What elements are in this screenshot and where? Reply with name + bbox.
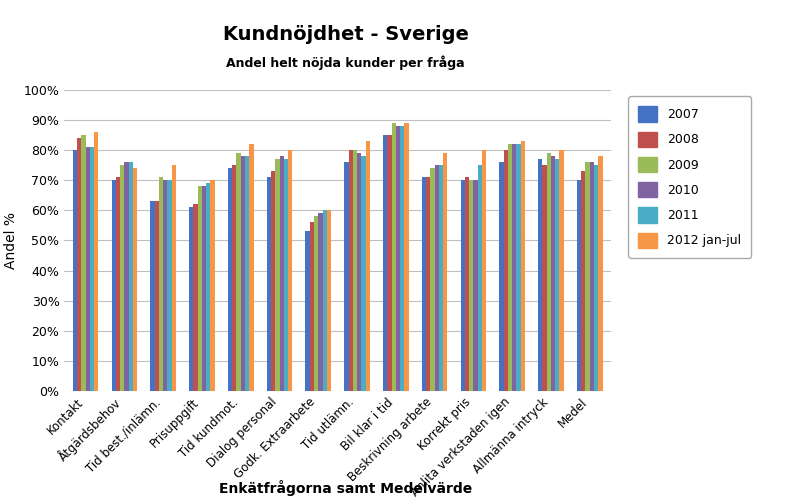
Legend: 2007, 2008, 2009, 2010, 2011, 2012 jan-jul: 2007, 2008, 2009, 2010, 2011, 2012 jan-j… bbox=[627, 96, 750, 258]
Bar bbox=[577, 180, 581, 391]
Bar bbox=[426, 177, 430, 391]
Bar bbox=[249, 144, 253, 391]
Bar bbox=[434, 165, 438, 391]
Bar bbox=[438, 165, 442, 391]
Bar bbox=[202, 186, 206, 391]
Bar bbox=[559, 150, 563, 391]
Bar bbox=[206, 183, 210, 391]
Bar bbox=[236, 153, 240, 391]
Bar bbox=[481, 150, 486, 391]
Bar bbox=[172, 165, 176, 391]
Bar bbox=[326, 210, 331, 391]
Bar bbox=[464, 177, 468, 391]
Bar bbox=[344, 162, 349, 391]
Bar bbox=[267, 177, 271, 391]
Text: Enkätfrågorna samt Medelvärde: Enkätfrågorna samt Medelvärde bbox=[219, 480, 471, 496]
Bar bbox=[520, 141, 524, 391]
Bar bbox=[245, 156, 249, 391]
Bar bbox=[305, 231, 309, 391]
Bar bbox=[546, 153, 550, 391]
Bar bbox=[116, 177, 120, 391]
Bar bbox=[581, 171, 585, 391]
Bar bbox=[73, 150, 77, 391]
Bar bbox=[150, 201, 154, 391]
Bar bbox=[314, 216, 318, 391]
Bar bbox=[382, 135, 387, 391]
Bar bbox=[357, 153, 361, 391]
Bar bbox=[516, 144, 520, 391]
Bar bbox=[555, 159, 559, 391]
Bar bbox=[279, 156, 283, 391]
Bar bbox=[228, 168, 232, 391]
Bar bbox=[90, 147, 94, 391]
Bar bbox=[499, 162, 503, 391]
Bar bbox=[81, 135, 86, 391]
Bar bbox=[507, 144, 512, 391]
Bar bbox=[400, 126, 404, 391]
Bar bbox=[275, 159, 279, 391]
Bar bbox=[163, 180, 167, 391]
Bar bbox=[309, 222, 314, 391]
Bar bbox=[365, 141, 369, 391]
Text: Kundnöjdhet - Sverige: Kundnöjdhet - Sverige bbox=[222, 25, 468, 44]
Bar bbox=[132, 168, 137, 391]
Bar bbox=[94, 132, 98, 391]
Bar bbox=[128, 162, 132, 391]
Bar bbox=[77, 138, 81, 391]
Bar bbox=[154, 201, 159, 391]
Bar bbox=[361, 156, 365, 391]
Bar bbox=[404, 123, 408, 391]
Bar bbox=[353, 150, 357, 391]
Bar bbox=[422, 177, 426, 391]
Bar bbox=[597, 156, 601, 391]
Bar bbox=[159, 177, 163, 391]
Y-axis label: Andel %: Andel % bbox=[4, 212, 18, 269]
Bar bbox=[112, 180, 116, 391]
Bar bbox=[542, 165, 546, 391]
Bar bbox=[349, 150, 353, 391]
Bar bbox=[512, 144, 516, 391]
Bar bbox=[194, 204, 198, 391]
Bar bbox=[271, 171, 275, 391]
Bar bbox=[589, 162, 593, 391]
Bar bbox=[318, 213, 322, 391]
Bar bbox=[240, 156, 245, 391]
Bar bbox=[460, 180, 464, 391]
Bar bbox=[593, 165, 597, 391]
Bar bbox=[210, 180, 214, 391]
Bar bbox=[232, 165, 236, 391]
Bar bbox=[391, 123, 395, 391]
Text: Andel helt nöjda kunder per fråga: Andel helt nöjda kunder per fråga bbox=[226, 55, 464, 70]
Bar bbox=[503, 150, 507, 391]
Bar bbox=[198, 186, 202, 391]
Bar bbox=[395, 126, 400, 391]
Bar bbox=[283, 159, 287, 391]
Bar bbox=[86, 147, 90, 391]
Bar bbox=[550, 156, 555, 391]
Bar bbox=[468, 180, 473, 391]
Bar bbox=[430, 168, 434, 391]
Bar bbox=[322, 210, 326, 391]
Bar bbox=[537, 159, 542, 391]
Bar bbox=[287, 150, 292, 391]
Bar bbox=[120, 165, 124, 391]
Bar bbox=[477, 165, 481, 391]
Bar bbox=[442, 153, 446, 391]
Bar bbox=[189, 207, 194, 391]
Bar bbox=[585, 162, 589, 391]
Bar bbox=[167, 180, 172, 391]
Bar bbox=[387, 135, 391, 391]
Bar bbox=[124, 162, 128, 391]
Bar bbox=[473, 180, 477, 391]
